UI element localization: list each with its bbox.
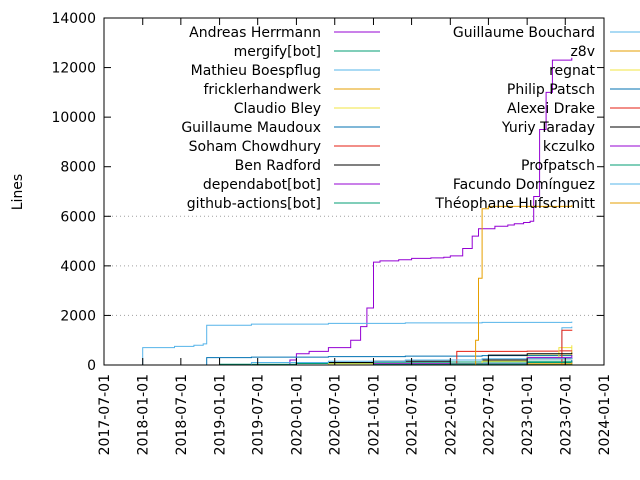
legend-label: dependabot[bot]: [203, 177, 321, 193]
y-tick-label: 0: [87, 358, 96, 374]
legend-label: z8v: [570, 44, 595, 60]
grid-lines: [104, 215, 604, 316]
x-tick-label: 2020-01-01: [289, 374, 305, 455]
legend-label: Guillaume Maudoux: [181, 120, 321, 136]
legend-label: Philip Patsch: [507, 82, 595, 98]
legend-label: Claudio Bley: [234, 101, 321, 117]
x-tick-label: 2020-07-01: [328, 374, 344, 455]
x-tick-label: 2021-01-01: [366, 374, 382, 455]
y-tick-label: 8000: [60, 160, 96, 176]
series-line: [254, 57, 573, 366]
x-tick-label: 2018-01-01: [136, 374, 152, 455]
x-axis: 2017-07-01 2018-01-01 2018-07-01 2019-01-01…: [97, 18, 613, 455]
series-line: [473, 205, 573, 366]
legend-label: Ben Radford: [235, 158, 321, 174]
x-tick-label: 2018-07-01: [174, 374, 190, 455]
x-tick-label: 2023-07-01: [558, 374, 574, 455]
y-axis-label: Lines: [10, 174, 26, 210]
series-line: [139, 321, 573, 366]
x-tick-label: 2023-01-01: [520, 374, 536, 455]
y-axis: 0 2000 4000 6000 8000 10000 12000 14000: [51, 11, 604, 374]
x-tick-label: 2022-07-01: [481, 374, 497, 455]
y-tick-label: 14000: [51, 11, 96, 27]
legend-label: github-actions[bot]: [187, 196, 321, 212]
x-tick-label: 2019-01-01: [213, 374, 229, 455]
legend-label: Guillaume Bouchard: [453, 25, 595, 41]
legend-label: mergify[bot]: [234, 44, 321, 60]
x-tick-label: 2022-01-01: [443, 374, 459, 455]
series-line: [174, 357, 573, 366]
x-tick-label: 2017-07-01: [97, 374, 113, 455]
y-tick-label: 2000: [60, 308, 96, 324]
y-tick-label: 12000: [51, 61, 96, 77]
x-tick-label: 2024-01-01: [597, 374, 613, 455]
y-tick-label: 6000: [60, 209, 96, 225]
legend-label: Soham Chowdhury: [189, 139, 321, 155]
legend-label: Facundo Domínguez: [453, 177, 595, 193]
legend-label: Alexei Drake: [507, 101, 595, 117]
legend-label: Profpatsch: [521, 158, 595, 174]
legend-label: kczulko: [543, 139, 595, 155]
legend-label: regnat: [549, 63, 595, 79]
legend-label: Andreas Herrmann: [189, 25, 321, 41]
y-tick-label: 4000: [60, 259, 96, 275]
legend-label: fricklerhandwerk: [203, 82, 321, 98]
legend: Andreas Herrmann mergify[bot] Mathieu Boes…: [181, 25, 640, 212]
legend-label: Yuriy Taraday: [501, 120, 595, 136]
y-tick-label: 10000: [51, 110, 96, 126]
x-tick-label: 2019-07-01: [251, 374, 267, 455]
legend-label: Mathieu Boespflug: [191, 63, 321, 79]
x-tick-label: 2021-07-01: [405, 374, 421, 455]
plot-frame: [103, 17, 605, 366]
series-line: [200, 355, 573, 366]
legend-label: Théophane Hufschmitt: [434, 196, 595, 212]
